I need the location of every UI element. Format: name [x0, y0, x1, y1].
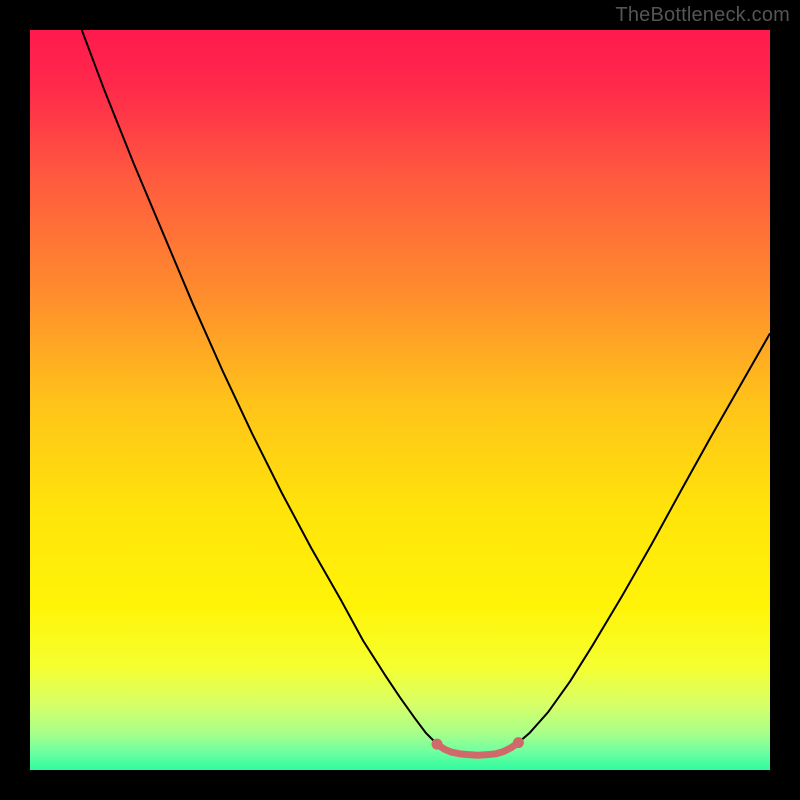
watermark-text: TheBottleneck.com: [615, 4, 790, 27]
bottleneck-curve-chart: [30, 30, 770, 770]
highlight-end-marker: [513, 737, 524, 748]
gradient-background: [30, 30, 770, 770]
plot-area: [30, 30, 770, 770]
chart-frame: TheBottleneck.com: [0, 0, 800, 800]
highlight-start-marker: [432, 739, 443, 750]
